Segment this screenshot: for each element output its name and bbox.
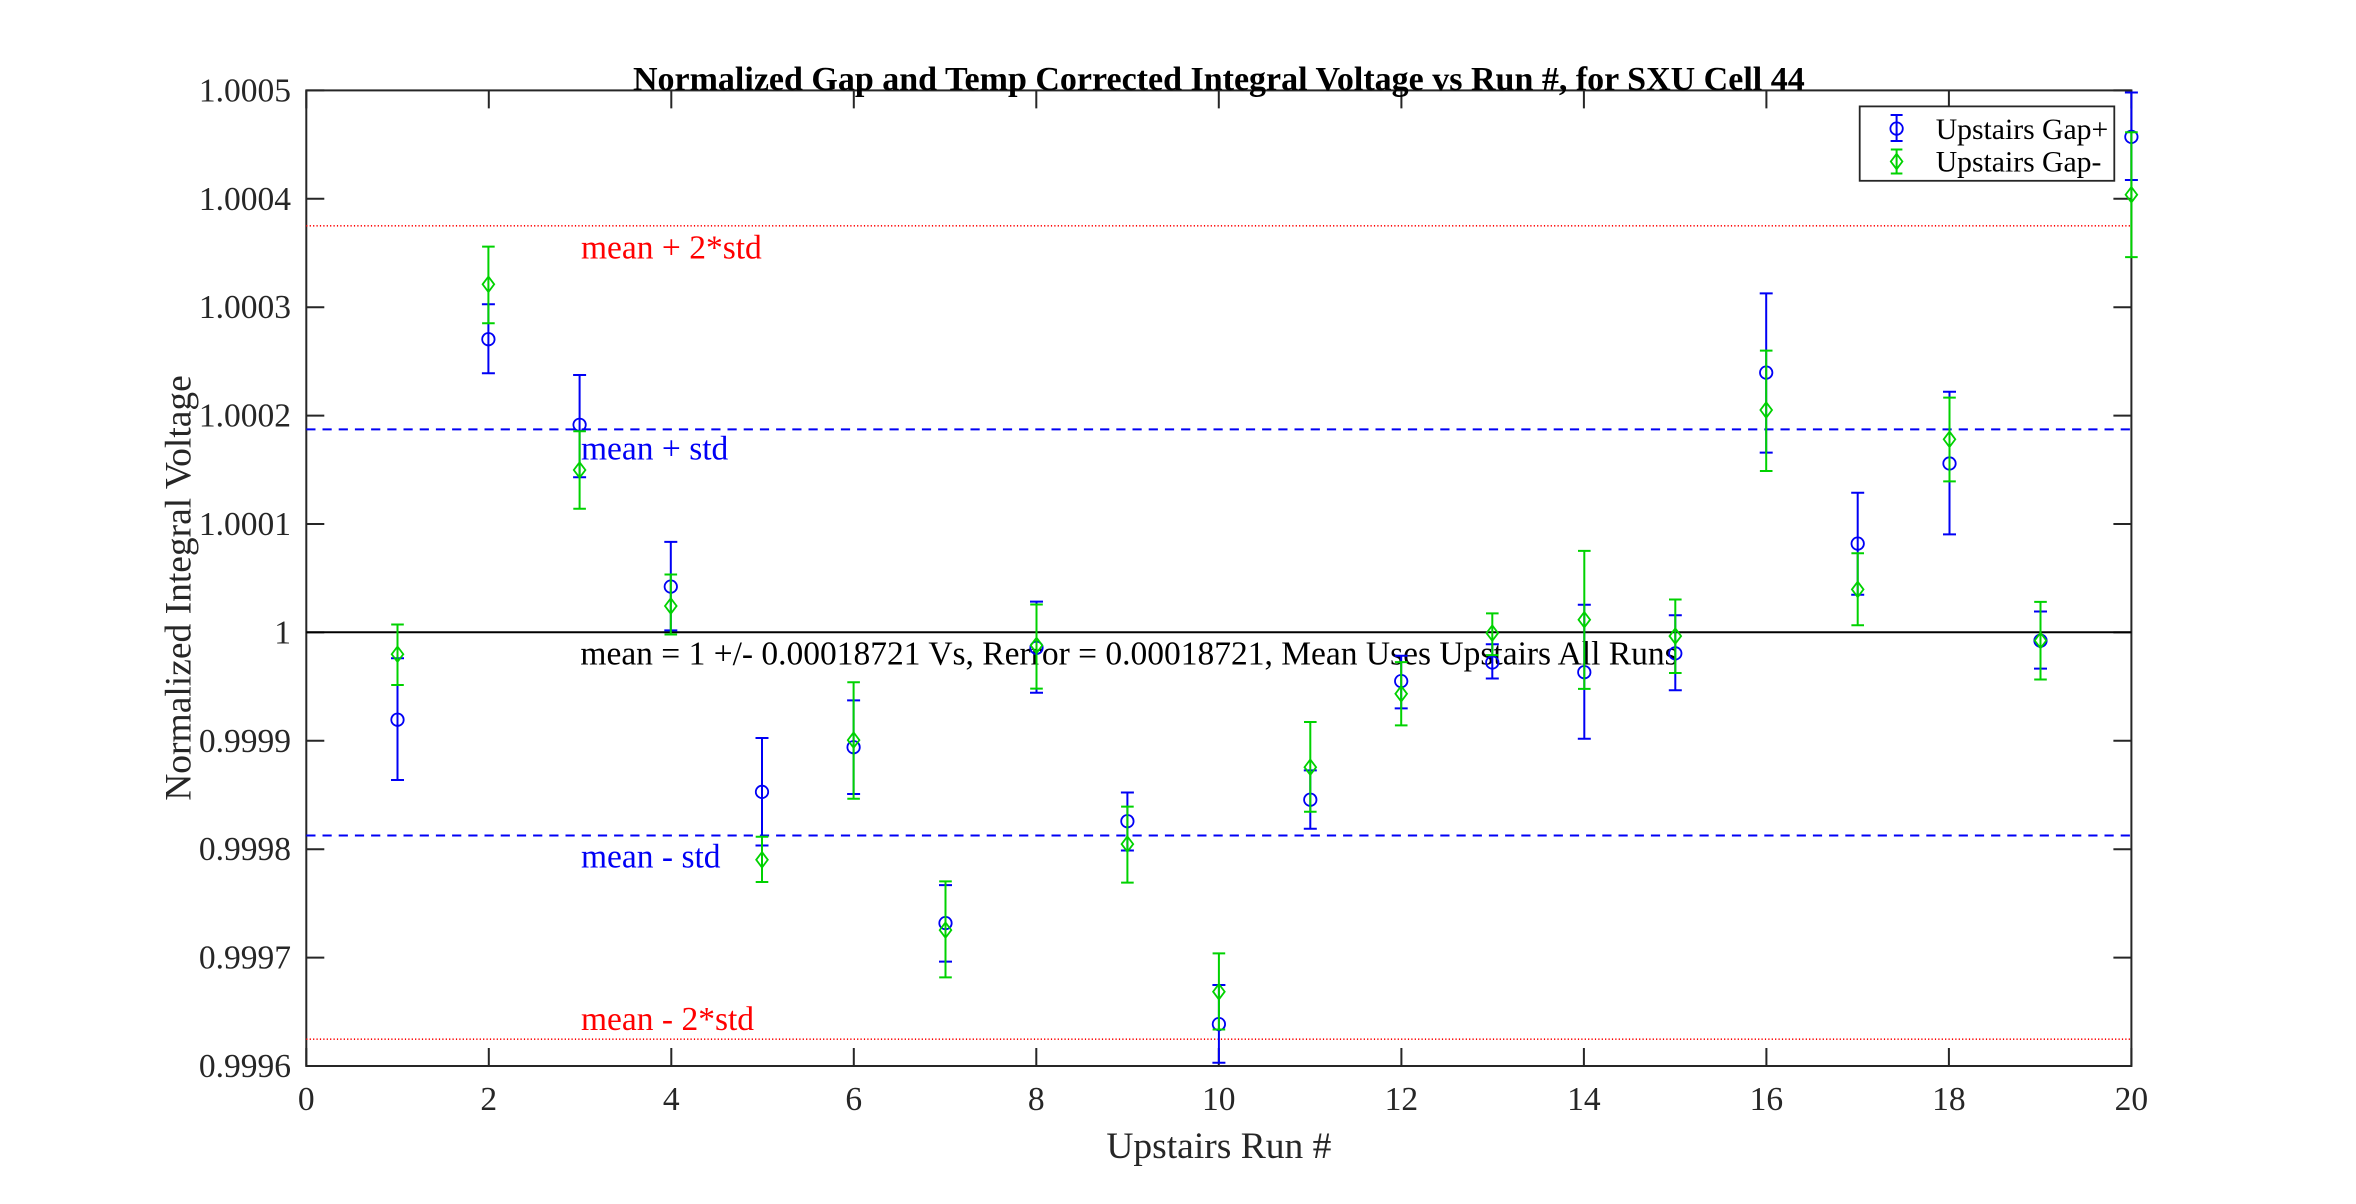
svg-text:mean - 2*std: mean - 2*std: [581, 1001, 754, 1038]
svg-text:Normalized Gap and Temp Correc: Normalized Gap and Temp Corrected Integr…: [633, 61, 1805, 98]
svg-text:8: 8: [1028, 1081, 1045, 1118]
svg-text:mean + std: mean + std: [581, 431, 729, 468]
svg-text:6: 6: [845, 1081, 862, 1118]
svg-text:mean - std: mean - std: [581, 838, 721, 875]
svg-text:2: 2: [480, 1081, 497, 1118]
svg-text:Upstairs Run #: Upstairs Run #: [1106, 1126, 1331, 1167]
svg-text:Upstairs Gap+: Upstairs Gap+: [1936, 114, 2109, 146]
svg-text:0.9998: 0.9998: [199, 831, 291, 868]
svg-text:Upstairs Gap-: Upstairs Gap-: [1936, 147, 2102, 179]
svg-text:10: 10: [1202, 1081, 1236, 1118]
svg-text:0.9999: 0.9999: [199, 723, 291, 760]
svg-text:1.0004: 1.0004: [199, 181, 291, 218]
svg-text:4: 4: [663, 1081, 680, 1118]
svg-text:mean + 2*std: mean + 2*std: [581, 230, 762, 267]
svg-text:1.0002: 1.0002: [199, 398, 291, 435]
svg-text:mean = 1 +/- 0.00018721 Vs, Re: mean = 1 +/- 0.00018721 Vs, Rerror = 0.0…: [580, 635, 1677, 672]
svg-text:20: 20: [2115, 1081, 2149, 1118]
svg-text:12: 12: [1385, 1081, 1419, 1118]
svg-text:1.0003: 1.0003: [199, 289, 291, 326]
svg-text:16: 16: [1750, 1081, 1784, 1118]
svg-text:18: 18: [1932, 1081, 1966, 1118]
svg-text:0: 0: [298, 1081, 315, 1118]
svg-text:1.0001: 1.0001: [199, 506, 291, 543]
svg-text:1.0005: 1.0005: [199, 72, 291, 109]
svg-text:0.9997: 0.9997: [199, 940, 291, 977]
svg-text:0.9996: 0.9996: [199, 1048, 291, 1085]
svg-text:14: 14: [1567, 1081, 1601, 1118]
svg-text:1: 1: [274, 614, 291, 651]
svg-text:Normalized Integral Voltage: Normalized Integral Voltage: [159, 375, 200, 801]
